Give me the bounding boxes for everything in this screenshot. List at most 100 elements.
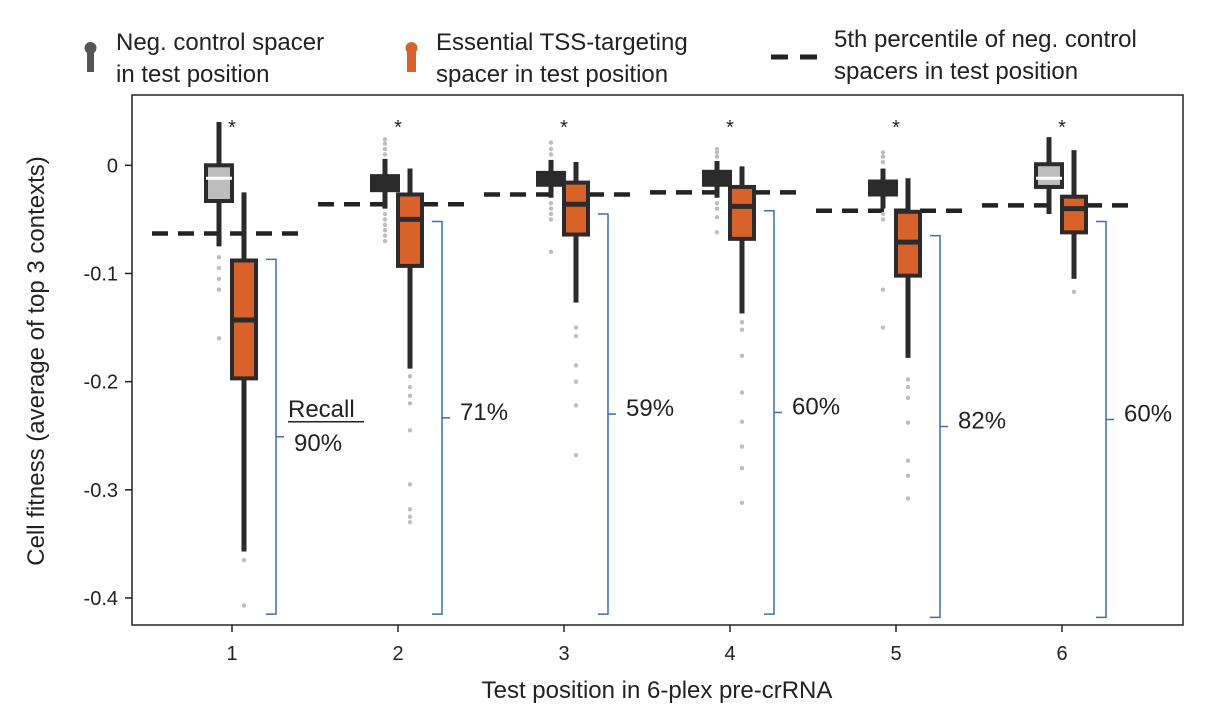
ess-outlier-2-8 xyxy=(407,520,413,525)
neg-iqr-box-6 xyxy=(1034,162,1064,189)
ess-outlier-6-0 xyxy=(1071,289,1077,295)
ess-outlier-5-2 xyxy=(905,395,911,401)
legend-swatch-neg-control-cap xyxy=(84,42,97,54)
legend-label-percentile-line2: spacers in test position xyxy=(834,58,1078,85)
ess-outlier-4-5 xyxy=(739,444,745,449)
recall-bracket-2 xyxy=(432,220,443,615)
legend-label-essential-line2: spacer in test position xyxy=(436,61,668,88)
y-axis: 0 -0.1 -0.2 -0.3 -0.4 xyxy=(84,155,132,610)
legend-swatch-essential xyxy=(407,48,416,72)
recall-bracket-6 xyxy=(1096,220,1107,619)
neg-outlier-3-6 xyxy=(548,217,554,222)
neg-outlier-5-0 xyxy=(880,159,886,165)
neg-iqr-box-1 xyxy=(204,163,234,203)
neg-outlier-2-0 xyxy=(382,152,388,157)
boxes xyxy=(204,122,1088,608)
recall-value-1: 90% xyxy=(294,430,342,457)
neg-outlier-3-3 xyxy=(548,200,554,206)
neg-box-3 xyxy=(536,140,566,255)
significance-star-5: * xyxy=(892,117,900,139)
y-tick-label-4: -0.4 xyxy=(84,588,118,610)
ess-outlier-2-5 xyxy=(407,482,413,487)
ess-outlier-3-4 xyxy=(573,403,579,408)
ess-iqr-box-4 xyxy=(728,184,756,241)
y-tick-label-2: -0.2 xyxy=(84,372,118,394)
neg-outlier-2-4 xyxy=(382,211,388,217)
legend-item-percentile: 5th percentile of neg. control spacers i… xyxy=(771,26,1137,85)
ess-outlier-4-4 xyxy=(739,419,745,424)
ess-outlier-2-7 xyxy=(407,514,413,520)
ess-outlier-5-0 xyxy=(905,377,911,382)
neg-outlier-2-8 xyxy=(382,233,388,238)
significance-star-4: * xyxy=(726,117,734,139)
ess-outlier-5-5 xyxy=(905,473,911,478)
ess-outlier-2-2 xyxy=(407,393,413,398)
neg-outlier-4-5 xyxy=(714,215,720,220)
neg-outlier-4-6 xyxy=(714,230,720,235)
ess-outlier-3-3 xyxy=(573,379,579,384)
ess-outlier-2-6 xyxy=(407,507,413,512)
neg-outlier-4-3 xyxy=(714,200,720,206)
y-tick-label-3: -0.3 xyxy=(84,480,118,502)
ess-box-4 xyxy=(728,166,756,505)
neg-outlier-5-6 xyxy=(880,325,886,330)
ess-outlier-4-6 xyxy=(739,465,745,471)
ess-outlier-1-1 xyxy=(241,603,247,608)
ess-outlier-3-1 xyxy=(573,334,579,339)
neg-outlier-2-9 xyxy=(382,238,388,244)
neg-outlier-2-5 xyxy=(382,217,388,222)
ess-box-5 xyxy=(894,178,922,501)
recall-bracket-3 xyxy=(598,213,609,615)
neg-outlier-5-5 xyxy=(880,287,886,292)
ess-outlier-3-5 xyxy=(573,452,579,458)
neg-outlier-3-7 xyxy=(548,249,554,255)
ess-outlier-5-4 xyxy=(905,458,911,463)
ess-outlier-4-3 xyxy=(739,390,745,395)
plot-frame xyxy=(131,94,1184,626)
neg-outlier-2-2 xyxy=(382,141,388,146)
neg-outlier-5-1 xyxy=(880,154,886,159)
significance-star-3: * xyxy=(560,117,568,139)
ess-outlier-2-3 xyxy=(407,401,413,406)
legend-swatch-neg-control xyxy=(87,48,94,72)
significance-star-1: * xyxy=(228,117,236,139)
ess-iqr-box-2 xyxy=(396,192,424,268)
neg-outlier-4-4 xyxy=(714,206,720,211)
neg-iqr-box-2 xyxy=(370,174,400,193)
x-axis-title: Test position in 6-plex pre-crRNA xyxy=(482,677,833,704)
neg-outlier-3-1 xyxy=(548,146,554,152)
neg-outlier-4-2 xyxy=(714,146,720,152)
neg-outlier-1-0 xyxy=(216,255,222,260)
x-tick-label-3: 3 xyxy=(558,643,569,665)
neg-outlier-3-5 xyxy=(548,211,554,217)
recall-value-3: 59% xyxy=(626,395,674,422)
ess-outlier-5-6 xyxy=(905,496,911,501)
neg-outlier-2-7 xyxy=(382,228,388,233)
neg-box-6 xyxy=(1034,137,1064,214)
ess-box-2 xyxy=(396,168,424,525)
x-tick-label-1: 1 xyxy=(226,643,237,665)
recall-bracket-1 xyxy=(266,258,277,615)
significance-markers: * * * * * * xyxy=(228,117,1066,139)
neg-outlier-2-1 xyxy=(382,146,388,152)
legend-label-essential-line1: Essential TSS-targeting xyxy=(436,29,688,56)
ess-outlier-2-4 xyxy=(407,428,413,433)
neg-outlier-3-4 xyxy=(548,206,554,211)
y-tick-label-0: 0 xyxy=(107,155,118,177)
neg-outlier-3-0 xyxy=(548,152,554,157)
recall-value-2: 71% xyxy=(460,399,508,426)
x-tick-label-2: 2 xyxy=(392,643,403,665)
recall-bracket-5 xyxy=(930,234,941,619)
ess-outlier-4-2 xyxy=(739,353,745,358)
neg-outlier-5-3 xyxy=(880,211,886,217)
ess-outlier-2-1 xyxy=(407,384,413,390)
significance-star-2: * xyxy=(394,117,402,139)
ess-outlier-4-1 xyxy=(739,327,745,332)
neg-outlier-1-4 xyxy=(216,336,222,341)
neg-box-1 xyxy=(204,122,234,341)
ess-outlier-3-2 xyxy=(573,363,579,368)
ess-outlier-2-0 xyxy=(407,374,413,379)
ess-box-6 xyxy=(1060,150,1088,295)
neg-outlier-5-2 xyxy=(880,150,886,155)
